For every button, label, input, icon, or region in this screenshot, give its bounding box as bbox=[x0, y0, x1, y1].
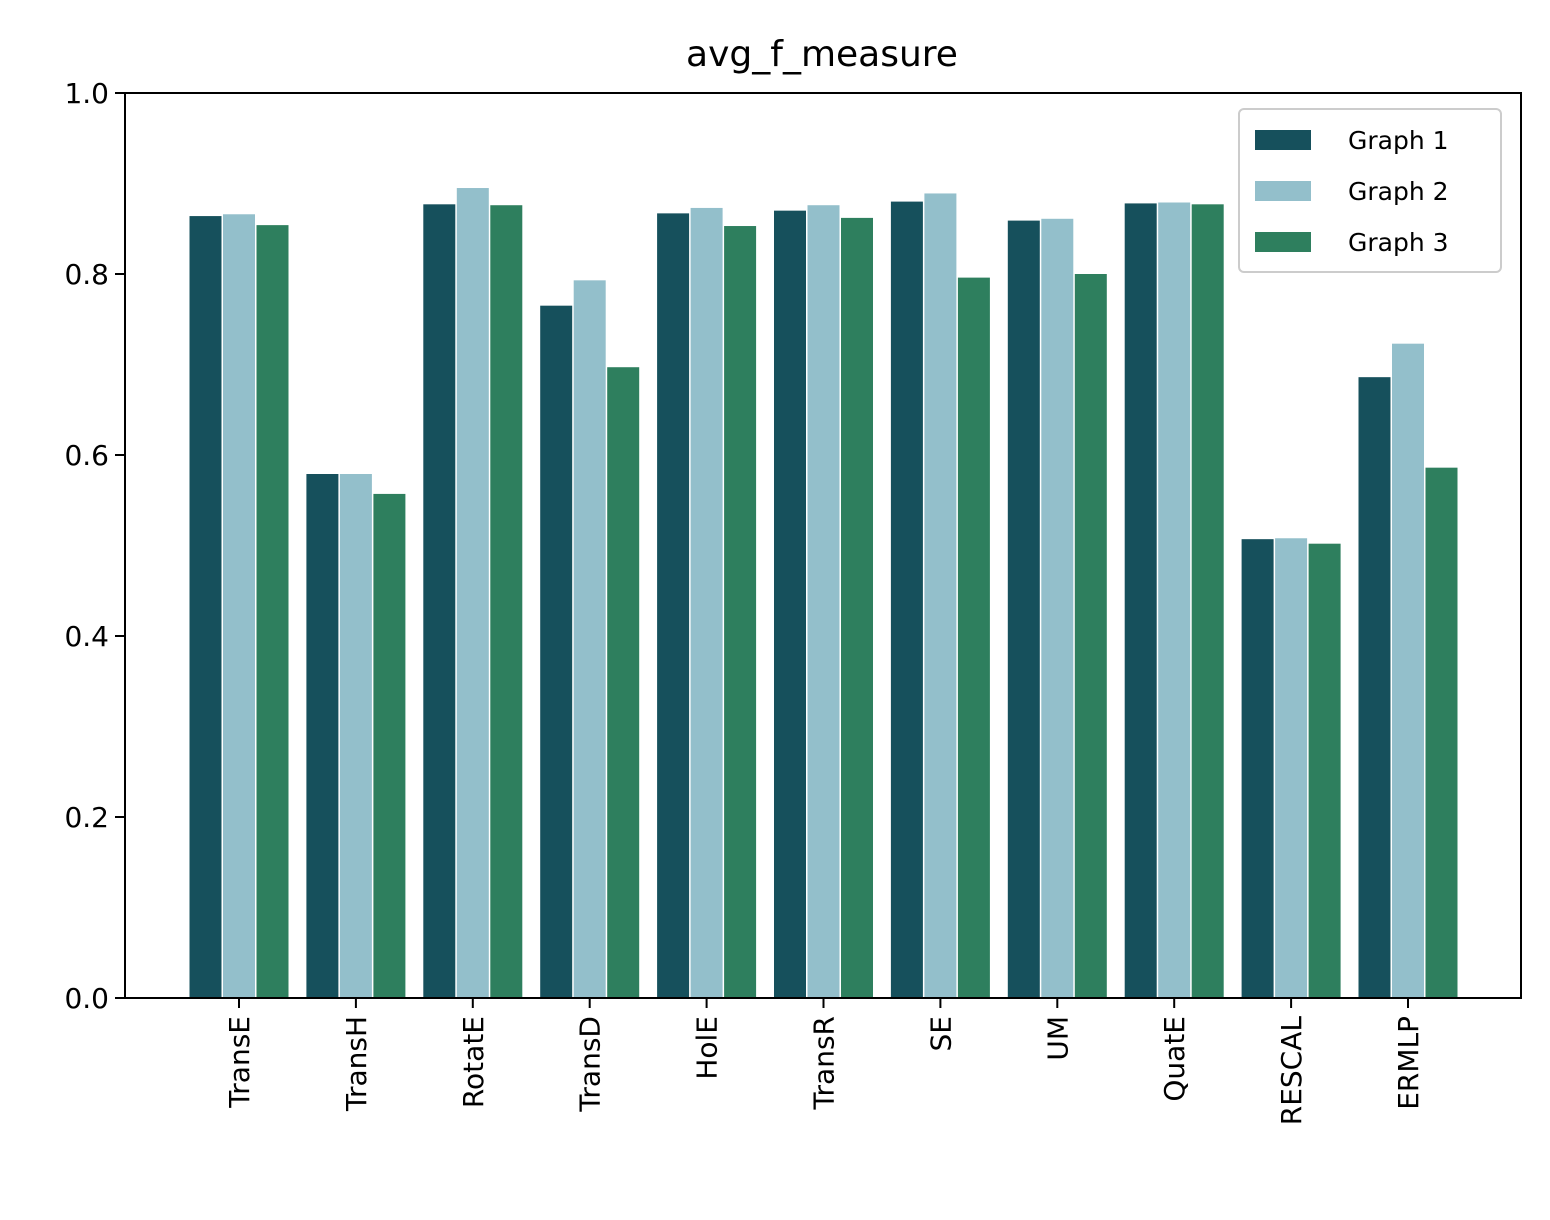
bar-3-rotate bbox=[490, 205, 523, 999]
bar-1-rotate bbox=[423, 204, 456, 998]
x-tick-label: QuatE bbox=[1158, 1016, 1191, 1102]
legend-swatch bbox=[1255, 232, 1311, 252]
bar-1-transr bbox=[774, 210, 806, 998]
bar-2-se bbox=[924, 193, 957, 998]
plot-frame bbox=[124, 92, 1522, 999]
bar-1-hole bbox=[657, 213, 690, 999]
legend-label: Graph 3 bbox=[1348, 228, 1449, 257]
bar-3-transr bbox=[841, 217, 873, 998]
x-tick-label: SE bbox=[924, 1016, 957, 1051]
bar-1-se bbox=[890, 201, 923, 999]
bar-1-quate bbox=[1124, 203, 1157, 998]
bar-3-rescal bbox=[1308, 543, 1341, 998]
bar-2-transe bbox=[223, 214, 255, 998]
bar-2-transr bbox=[807, 205, 840, 999]
legend-label: Graph 2 bbox=[1348, 177, 1449, 206]
bar-3-ermlp bbox=[1425, 467, 1458, 998]
x-tick-label: TransR bbox=[808, 1016, 841, 1110]
bar-1-transh bbox=[306, 474, 339, 998]
bar-2-um bbox=[1041, 218, 1074, 999]
y-tick-label: 0.2 bbox=[64, 801, 109, 834]
x-tick-label: TransE bbox=[223, 1016, 256, 1109]
bar-2-rescal bbox=[1275, 538, 1308, 998]
bar-2-transh bbox=[339, 474, 372, 998]
x-tick-label: HolE bbox=[691, 1016, 724, 1080]
bars-group bbox=[189, 188, 1458, 999]
x-tick-label: TransH bbox=[340, 1016, 373, 1112]
bar-2-quate bbox=[1158, 202, 1191, 998]
chart-title: avg_f_measure bbox=[686, 34, 958, 75]
bar-2-rotate bbox=[456, 188, 489, 998]
x-tick-label: TransD bbox=[574, 1016, 607, 1113]
y-tick-label: 0.8 bbox=[64, 258, 109, 291]
y-axis: 0.0 0.2 0.4 0.6 0.8 1.0 bbox=[64, 77, 125, 1015]
bar-2-transd bbox=[573, 280, 606, 999]
bar-3-hole bbox=[724, 226, 757, 998]
bar-3-quate bbox=[1191, 204, 1224, 998]
bar-3-se bbox=[957, 277, 990, 998]
legend-label: Graph 1 bbox=[1348, 126, 1449, 155]
bar-1-transe bbox=[189, 216, 222, 998]
y-tick-label: 0.0 bbox=[64, 982, 109, 1015]
bar-1-um bbox=[1007, 220, 1040, 999]
bar-3-transe bbox=[256, 225, 289, 998]
y-tick-label: 0.4 bbox=[64, 620, 109, 653]
y-tick-label: 0.6 bbox=[64, 439, 109, 472]
bar-1-rescal bbox=[1241, 539, 1274, 998]
x-axis: TransE TransH RotatE TransD HolE TransR SE UM Qu… bbox=[223, 998, 1425, 1125]
bar-3-transh bbox=[373, 493, 406, 998]
legend-swatch bbox=[1255, 130, 1311, 150]
x-tick-label: RotatE bbox=[457, 1016, 490, 1108]
y-tick-label: 1.0 bbox=[64, 77, 109, 110]
legend-swatch bbox=[1255, 181, 1311, 201]
x-tick-label: RESCAL bbox=[1275, 1016, 1308, 1126]
x-tick-label: ERMLP bbox=[1392, 1016, 1425, 1110]
bar-2-ermlp bbox=[1392, 343, 1424, 998]
x-tick-label: UM bbox=[1041, 1016, 1074, 1061]
legend: Graph 1 Graph 2 Graph 3 bbox=[1238, 108, 1502, 273]
bar-2-hole bbox=[690, 207, 723, 998]
bar-1-transd bbox=[540, 305, 573, 998]
bar-3-um bbox=[1074, 274, 1107, 998]
bar-3-transd bbox=[607, 367, 640, 999]
bar-1-ermlp bbox=[1358, 377, 1391, 998]
